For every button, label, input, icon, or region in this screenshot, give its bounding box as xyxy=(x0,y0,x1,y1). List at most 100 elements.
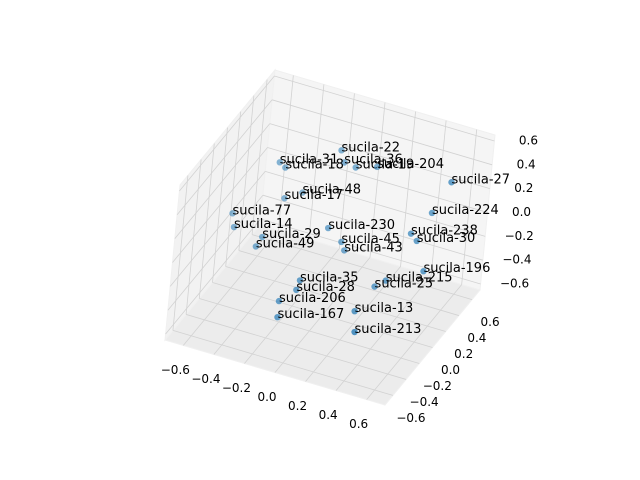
point xyxy=(341,159,348,166)
point-label: sucila-213 xyxy=(355,322,422,337)
y-tick-label: 0.6 xyxy=(481,315,500,329)
point xyxy=(371,283,378,290)
point-label: sucila-25 xyxy=(375,277,434,292)
point xyxy=(420,268,427,275)
grid-line xyxy=(172,147,268,263)
z-tick-label: −0.6 xyxy=(500,277,529,291)
point xyxy=(276,159,283,166)
grid-line xyxy=(167,194,264,311)
point-label: sucila-238 xyxy=(411,224,478,239)
grid-line xyxy=(225,266,446,332)
grid-line xyxy=(265,170,486,237)
point-label: sucila-77 xyxy=(233,203,292,218)
y-tick-label: −0.2 xyxy=(423,379,452,393)
point-label: sucila-19 xyxy=(356,158,415,173)
z-tick-label: 0.4 xyxy=(517,157,536,171)
grid-line xyxy=(174,123,271,239)
point xyxy=(282,164,289,171)
x-tick-label: −0.2 xyxy=(222,381,251,395)
point xyxy=(428,209,436,217)
point-label: sucila-35 xyxy=(300,270,359,285)
y-tick-label: −0.6 xyxy=(396,411,425,425)
grid-line xyxy=(165,218,261,335)
point-label: sucila-196 xyxy=(423,261,490,276)
point-label: sucila-27 xyxy=(451,172,510,187)
grid-line xyxy=(272,99,493,166)
grid-line xyxy=(185,314,407,380)
point xyxy=(351,328,358,336)
x-tick-label: −0.6 xyxy=(161,363,190,377)
point-label: sucila-31 xyxy=(280,152,339,167)
point-label: sucila-215 xyxy=(386,271,453,286)
point-label: sucila-28 xyxy=(296,280,355,295)
grid-line xyxy=(179,75,275,192)
x-tick-label: −0.4 xyxy=(191,372,220,386)
point xyxy=(351,307,358,315)
point xyxy=(275,297,283,305)
grid-line xyxy=(212,282,433,348)
point-label: sucila-36 xyxy=(344,152,403,167)
grid-line xyxy=(238,250,460,316)
grid-line xyxy=(260,218,481,285)
z-tick-label: −0.4 xyxy=(502,253,531,267)
point-label: sucila-30 xyxy=(417,231,476,246)
point-label: sucila-29 xyxy=(262,227,321,242)
point-label: sucila-49 xyxy=(256,236,315,251)
point-label: sucila-14 xyxy=(234,217,293,232)
z-tick-label: 0.0 xyxy=(512,205,531,219)
point xyxy=(281,195,288,202)
point xyxy=(448,179,455,186)
y-tick-label: −0.4 xyxy=(410,395,439,409)
point-label: sucila-22 xyxy=(341,140,400,155)
point xyxy=(352,164,359,171)
x-tick-label: 0.0 xyxy=(257,390,276,404)
point xyxy=(373,163,381,171)
point-label: sucila-48 xyxy=(302,183,361,198)
point-label: sucila-13 xyxy=(355,301,414,316)
point-label: sucila-204 xyxy=(377,157,444,172)
point xyxy=(259,233,266,241)
point-label: sucila-230 xyxy=(328,218,395,233)
y-tick-label: 0.4 xyxy=(467,331,486,345)
x-tick-label: 0.6 xyxy=(349,417,368,431)
point xyxy=(324,224,332,232)
x-tick-label: 0.4 xyxy=(319,408,338,422)
point-label: sucila-206 xyxy=(279,291,346,306)
point xyxy=(229,210,236,217)
grid-line xyxy=(169,171,266,287)
point xyxy=(299,189,306,196)
grid-line xyxy=(172,330,394,396)
grid-line xyxy=(251,234,473,300)
y-tick-label: 0.0 xyxy=(441,363,460,377)
point xyxy=(413,237,420,245)
point xyxy=(230,223,238,231)
grid-line xyxy=(176,99,273,216)
z-tick-label: 0.6 xyxy=(519,133,538,147)
z-tick-label: 0.2 xyxy=(514,181,533,195)
point xyxy=(293,286,300,294)
point-label: sucila-224 xyxy=(432,203,499,218)
x-tick-label: 0.2 xyxy=(288,399,307,413)
y-tick-label: 0.2 xyxy=(454,347,473,361)
grid-line xyxy=(267,147,488,213)
point xyxy=(407,230,415,237)
z-tick-label: −0.2 xyxy=(505,229,534,243)
point-label: sucila-18 xyxy=(285,158,344,173)
grid-line xyxy=(199,298,420,364)
point xyxy=(338,238,345,246)
point-label: sucila-17 xyxy=(285,188,344,203)
point xyxy=(296,277,304,284)
grid-line xyxy=(269,123,490,190)
point xyxy=(341,247,348,254)
point-label: sucila-167 xyxy=(277,307,344,322)
grid-line xyxy=(274,75,495,142)
point xyxy=(274,313,281,321)
point-label: sucila-43 xyxy=(344,240,403,255)
grid-line xyxy=(262,194,483,261)
point xyxy=(338,147,345,154)
point xyxy=(252,243,260,250)
point-label: sucila-45 xyxy=(341,232,400,247)
point xyxy=(382,277,389,284)
